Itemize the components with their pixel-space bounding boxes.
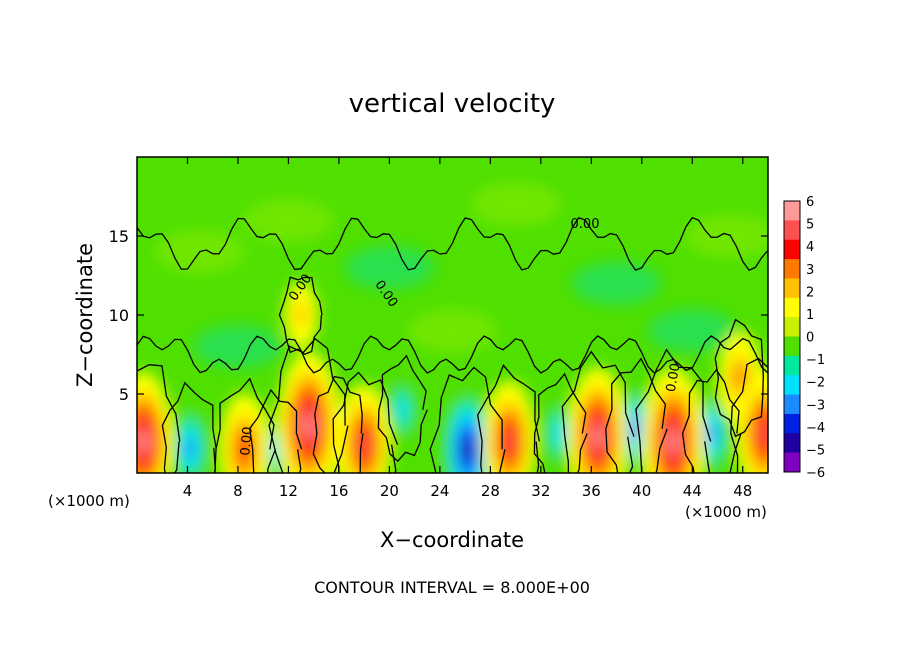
x-tick-label: 24 bbox=[430, 482, 449, 500]
x-tick-label: 4 bbox=[183, 482, 193, 500]
zero-contour bbox=[278, 276, 323, 356]
downdraft-core bbox=[185, 437, 195, 459]
zero-contour bbox=[137, 216, 768, 272]
x-unit-right: (×1000 m) bbox=[685, 503, 767, 521]
updraft-core bbox=[759, 422, 768, 445]
y-axis: 5 10 15 bbox=[109, 227, 768, 404]
zero-contour bbox=[332, 371, 399, 473]
colorbar-label: −3 bbox=[806, 398, 825, 413]
upper-level-patch bbox=[647, 308, 738, 353]
upper-level-patch bbox=[571, 261, 662, 306]
x-axis-label: X−coordinate bbox=[380, 528, 524, 552]
zero-contour bbox=[312, 375, 364, 473]
colorbar-segment bbox=[784, 201, 800, 221]
zero-contour bbox=[377, 354, 428, 463]
colorbar: 6 5 4 3 2 1 0 −1 −2 −3 −4 −5 −6 bbox=[783, 195, 825, 481]
colorbar-label: 4 bbox=[806, 240, 814, 255]
upper-level-patch bbox=[344, 245, 435, 290]
zero-contour bbox=[533, 372, 588, 473]
colorbar-label: 3 bbox=[806, 263, 814, 278]
zero-contour bbox=[714, 318, 765, 438]
colorbar-segment bbox=[784, 336, 800, 357]
colorbar-segment bbox=[784, 394, 800, 415]
contour-interval-note: CONTOUR INTERVAL = 8.000E+00 bbox=[314, 578, 590, 597]
updraft-core bbox=[239, 438, 250, 461]
downdraft-core bbox=[397, 399, 408, 421]
colorbar-label: 6 bbox=[806, 195, 814, 210]
x-axis: 4 8 12 16 20 24 28 32 36 40 44 48 bbox=[183, 157, 752, 500]
colorbar-label: 2 bbox=[806, 285, 814, 300]
colorbar-label: 1 bbox=[806, 308, 814, 323]
x-tick-label: 44 bbox=[683, 482, 702, 500]
y-tick-label: 15 bbox=[109, 227, 129, 246]
colorbar-label: −6 bbox=[806, 466, 825, 481]
updraft-core bbox=[504, 431, 514, 452]
colorbar-segment bbox=[784, 297, 800, 318]
x-tick-label: 48 bbox=[733, 482, 752, 500]
upper-level-patch bbox=[407, 308, 498, 353]
colorbar-frame bbox=[783, 200, 801, 473]
x-tick-label: 20 bbox=[380, 482, 399, 500]
colorbar-label: −4 bbox=[806, 421, 825, 436]
zero-contour bbox=[605, 357, 668, 473]
x-unit-left: (×1000 m) bbox=[48, 492, 130, 510]
colorbar-label: −2 bbox=[806, 376, 825, 391]
upper-level-patch bbox=[243, 198, 334, 243]
downdraft-core bbox=[706, 423, 716, 444]
upper-level-patch bbox=[192, 324, 283, 369]
plot-area: 0.000.00 0.000.000.00 bbox=[137, 157, 768, 473]
x-tick-label: 8 bbox=[233, 482, 243, 500]
zero-contour bbox=[730, 357, 768, 473]
x-tick-label: 32 bbox=[531, 482, 550, 500]
updraft-core bbox=[593, 426, 602, 447]
contour-label: 0.00 bbox=[238, 426, 255, 456]
x-tick-label: 40 bbox=[632, 482, 651, 500]
zero-contour bbox=[161, 381, 217, 473]
colorbar-segment bbox=[784, 413, 800, 434]
x-tick-label: 28 bbox=[481, 482, 500, 500]
zero-contour bbox=[268, 337, 349, 473]
colorbar-label: 5 bbox=[806, 218, 814, 233]
colorbar-segment bbox=[784, 278, 800, 299]
y-tick-label: 5 bbox=[119, 385, 129, 404]
updraft-core bbox=[668, 430, 678, 452]
x-tick-label: 36 bbox=[582, 482, 601, 500]
updraft-core bbox=[139, 431, 148, 452]
zero-contour bbox=[477, 364, 541, 473]
x-tick-label: 16 bbox=[329, 482, 348, 500]
colorbar-segment bbox=[784, 259, 800, 279]
contour-label: 0.00 bbox=[571, 217, 600, 232]
zero-contour bbox=[214, 377, 277, 473]
colorbar-segment bbox=[784, 452, 800, 473]
zero-contour bbox=[429, 366, 506, 473]
colorbar-label: 0 bbox=[806, 331, 814, 346]
colorbar-segment bbox=[784, 220, 800, 241]
zero-contour bbox=[681, 368, 742, 473]
y-tick-label: 10 bbox=[109, 306, 129, 325]
updraft-core bbox=[304, 415, 314, 437]
colorbar-segment bbox=[784, 239, 800, 260]
colorbar-segment bbox=[784, 355, 800, 376]
zero-contour bbox=[561, 350, 635, 473]
chart-title: vertical velocity bbox=[349, 89, 556, 119]
zero-contour bbox=[249, 388, 303, 473]
contour-label: 0.00 bbox=[664, 362, 684, 393]
updraft-core bbox=[734, 366, 746, 390]
downdraft-core bbox=[554, 421, 566, 446]
x-tick-label: 12 bbox=[279, 482, 298, 500]
updraft-core bbox=[295, 303, 307, 327]
colorbar-label: −1 bbox=[806, 353, 825, 368]
upper-level-patch bbox=[470, 182, 561, 227]
colorbar-segment bbox=[784, 375, 800, 396]
zero-contour bbox=[137, 335, 768, 374]
downdraft-core bbox=[463, 439, 472, 460]
upper-level-patch bbox=[685, 214, 768, 258]
colorbar-segment bbox=[784, 433, 800, 454]
y-axis-label: Z−coordinate bbox=[73, 243, 97, 387]
zero-contour bbox=[137, 364, 181, 473]
colorbar-segment bbox=[784, 317, 800, 337]
colorbar-label: −5 bbox=[806, 443, 825, 458]
